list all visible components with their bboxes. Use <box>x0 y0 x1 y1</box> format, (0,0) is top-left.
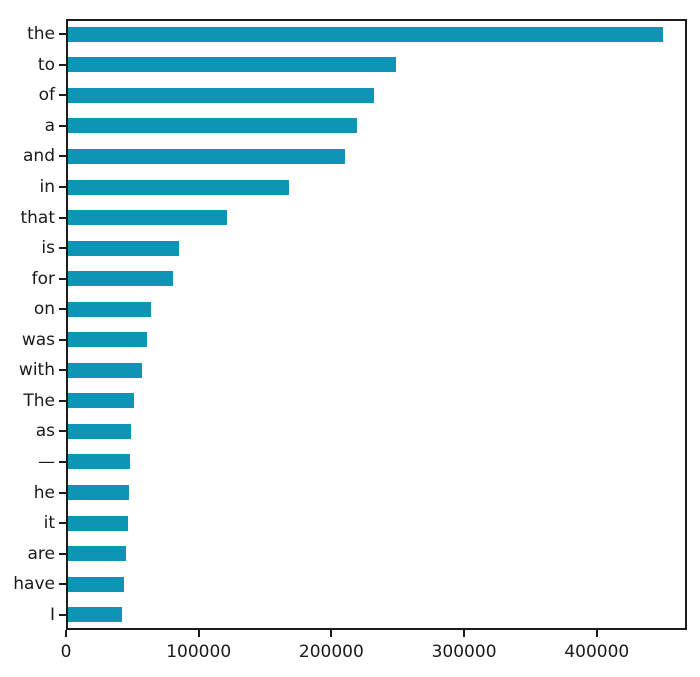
y-tick-mark <box>59 522 66 525</box>
y-tick-label: I <box>49 604 55 625</box>
y-tick-label: was <box>21 329 55 350</box>
y-tick-label: and <box>23 146 55 167</box>
bar <box>68 148 345 164</box>
y-tick-mark <box>59 124 66 127</box>
bar <box>68 210 227 226</box>
x-tick-label: 100000 <box>166 642 232 662</box>
bar <box>68 301 151 317</box>
y-tick-label: are <box>27 543 56 564</box>
y-tick-mark <box>59 491 66 494</box>
y-tick-mark <box>59 613 66 616</box>
x-tick-label: 0 <box>60 642 72 662</box>
y-tick-label: it <box>43 513 55 534</box>
y-tick-label: the <box>27 24 55 45</box>
y-tick-mark <box>59 216 66 219</box>
bar <box>68 393 134 409</box>
x-tick-label: 300000 <box>431 642 497 662</box>
y-tick-mark <box>59 63 66 66</box>
y-tick-label: The <box>23 390 55 411</box>
y-tick-label: in <box>39 177 56 198</box>
y-tick-label: with <box>18 360 55 381</box>
bar <box>68 179 289 195</box>
y-tick-label: on <box>33 299 55 320</box>
x-tick-mark <box>197 630 200 637</box>
bar <box>68 26 664 42</box>
bar <box>68 332 147 348</box>
bar <box>68 271 173 287</box>
y-tick-mark <box>59 430 66 433</box>
x-tick-mark <box>595 630 598 637</box>
y-tick-mark <box>59 369 66 372</box>
y-tick-label: — <box>38 451 55 472</box>
y-tick-mark <box>59 583 66 586</box>
x-tick-mark <box>65 630 67 637</box>
bar <box>68 576 125 592</box>
bar <box>68 118 358 134</box>
bar <box>68 454 131 470</box>
y-tick-mark <box>59 338 66 341</box>
bar <box>68 607 123 623</box>
y-tick-mark <box>59 460 66 463</box>
bar <box>68 240 179 256</box>
bar <box>68 515 129 531</box>
y-tick-mark <box>59 33 66 36</box>
y-tick-label: of <box>38 85 55 106</box>
y-tick-label: a <box>44 115 55 136</box>
y-tick-label: to <box>37 54 55 75</box>
bar <box>68 485 130 501</box>
y-tick-label: he <box>33 482 55 503</box>
y-tick-label: that <box>20 207 55 228</box>
x-tick-mark <box>463 630 466 637</box>
x-tick-label: 400000 <box>564 642 630 662</box>
y-tick-mark <box>59 186 66 189</box>
y-tick-mark <box>59 94 66 97</box>
bar <box>68 423 132 439</box>
y-tick-mark <box>59 308 66 311</box>
y-tick-label: is <box>41 238 55 259</box>
bar <box>68 546 126 562</box>
y-tick-mark <box>59 399 66 402</box>
y-tick-mark <box>59 277 66 280</box>
y-tick-label: have <box>13 574 55 595</box>
bar <box>68 87 374 103</box>
y-tick-label: as <box>35 421 55 442</box>
y-tick-mark <box>59 155 66 158</box>
plot-area <box>66 19 687 630</box>
y-tick-mark <box>59 247 66 250</box>
bar <box>68 57 397 73</box>
y-tick-label: for <box>31 268 55 289</box>
bar <box>68 362 143 378</box>
x-tick-label: 200000 <box>298 642 364 662</box>
y-tick-mark <box>59 552 66 555</box>
x-tick-mark <box>330 630 333 637</box>
